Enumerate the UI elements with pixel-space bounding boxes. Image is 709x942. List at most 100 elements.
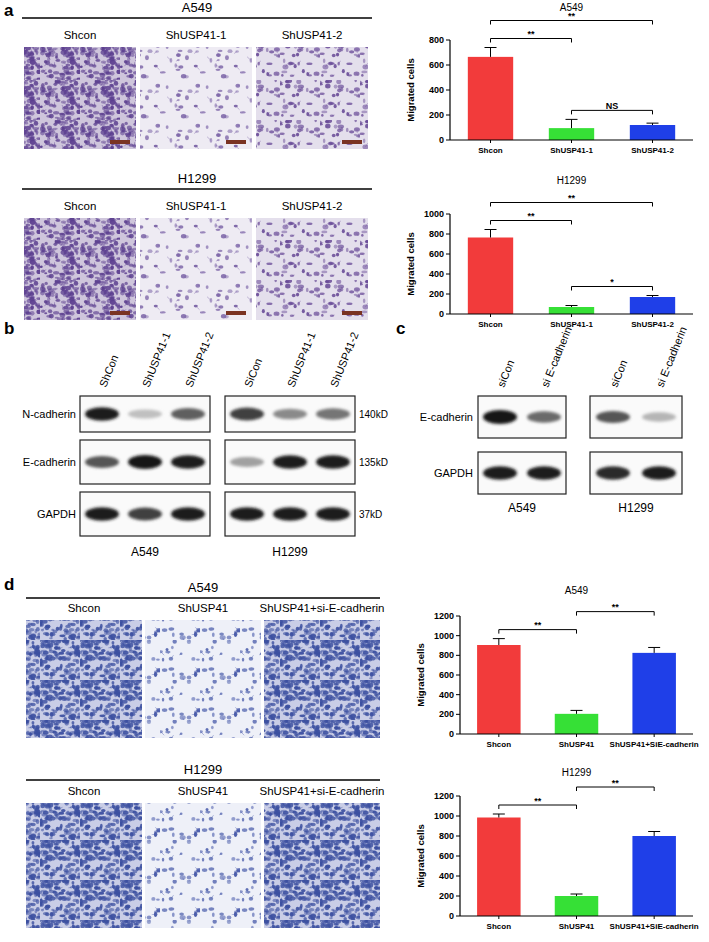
blot-band <box>527 411 561 423</box>
bracket-line <box>577 612 655 616</box>
x-tick <box>654 734 655 737</box>
blot-band <box>230 408 264 421</box>
axis-title: Migrated cells <box>405 58 416 121</box>
bar <box>468 238 513 315</box>
significance-label: ** <box>612 778 620 788</box>
blot-band <box>483 410 517 424</box>
image-label: ShUSP41-2 <box>282 200 343 212</box>
image-label: ShUSP41-1 <box>166 200 227 212</box>
chart-title: H1299 <box>557 175 587 186</box>
cell-line-label: H1299 <box>272 545 308 559</box>
significance-bracket: ** <box>491 11 653 25</box>
y-tick <box>446 234 450 235</box>
y-tick-label: 600 <box>439 851 454 861</box>
scale-bar <box>110 140 130 144</box>
scale-bar <box>110 311 130 315</box>
y-tick <box>456 714 460 715</box>
error-cap <box>571 894 583 895</box>
y-tick <box>446 140 450 141</box>
y-tick <box>446 274 450 275</box>
x-tick <box>498 916 499 919</box>
error-cap <box>493 814 505 815</box>
x-tick-label: Shcon <box>478 146 503 155</box>
error-cap <box>648 647 660 648</box>
lane-label: ShUSP41-1 <box>285 330 318 388</box>
micrograph <box>26 803 142 928</box>
blot-frame <box>80 440 210 484</box>
error-bar <box>485 230 497 238</box>
y-tick <box>456 694 460 695</box>
x-tick <box>490 140 491 143</box>
lane-label: ShUSP41-2 <box>328 330 361 388</box>
lane-label: siCon <box>608 358 630 389</box>
scale-bar <box>226 311 246 315</box>
lane-label: si E-cadherin <box>539 325 574 389</box>
significance-bracket: ** <box>577 602 655 616</box>
figure: aA549ShconShUSP41-1ShUSP41-2H1299ShconSh… <box>0 0 709 942</box>
y-tick <box>456 734 460 735</box>
significance-label: ** <box>534 620 542 630</box>
micrograph <box>140 218 252 320</box>
y-tick-label: 400 <box>429 85 444 95</box>
error-bar <box>566 119 578 128</box>
micrograph <box>264 803 380 928</box>
y-tick <box>456 616 460 617</box>
error-bar <box>648 647 660 652</box>
y-tick <box>446 115 450 116</box>
bar <box>555 896 598 916</box>
blot-frame <box>225 492 355 536</box>
blot-band <box>85 507 119 521</box>
significance-bracket: NS <box>572 101 653 115</box>
lane-label: ShUSP41-1 <box>140 330 173 388</box>
chart-title: A549 <box>565 585 589 596</box>
x-tick-label: ShUSP41+SiE-cadherin <box>610 922 699 931</box>
blot-frame <box>80 492 210 536</box>
image-label: ShUSP41-1 <box>166 29 227 41</box>
lane-label: siCon <box>495 358 517 389</box>
x-tick <box>571 314 572 317</box>
chart-title: H1299 <box>562 767 592 778</box>
error-stem <box>490 48 491 57</box>
y-tick-label: 400 <box>429 269 444 279</box>
group-title: A549 <box>188 580 218 595</box>
y-tick-label: 600 <box>429 60 444 70</box>
blot-band <box>483 466 517 480</box>
cell-line-label: A549 <box>131 545 159 559</box>
blot-frame <box>478 396 566 438</box>
scale-bar <box>342 140 362 144</box>
bar <box>632 836 675 916</box>
significance-bracket: ** <box>499 796 577 810</box>
y-tick-label: 800 <box>429 35 444 45</box>
plot-area <box>468 230 675 315</box>
y-tick-label: 800 <box>439 650 454 660</box>
error-bar <box>648 832 660 837</box>
bar <box>630 297 675 314</box>
y-tick <box>456 836 460 837</box>
significance-bracket: ** <box>499 620 577 634</box>
x-tick <box>498 734 499 737</box>
error-cap <box>647 295 659 296</box>
y-tick-label: 1000 <box>434 631 454 641</box>
significance-bracket: ** <box>491 193 653 207</box>
x-tick <box>571 140 572 143</box>
micrograph <box>256 47 368 149</box>
row-label: E-cadherin <box>420 411 473 423</box>
lane-label: SiCon <box>242 356 264 388</box>
x-tick-label: ShUSP41 <box>559 922 595 931</box>
bracket-line <box>491 21 653 25</box>
axis-title: Migrated cells <box>405 232 416 295</box>
blot-band <box>527 466 561 480</box>
error-cap <box>647 123 659 124</box>
error-cap <box>485 229 497 230</box>
blot-band <box>230 457 264 467</box>
blot-band <box>85 407 119 421</box>
row-label: N-cadherin <box>22 408 76 420</box>
y-tick <box>446 294 450 295</box>
blot-frame <box>225 440 355 484</box>
y-tick <box>456 796 460 797</box>
y-tick <box>446 254 450 255</box>
significance-bracket: ** <box>577 778 655 792</box>
y-tick-label: 400 <box>439 690 454 700</box>
error-cap <box>571 710 583 711</box>
y-tick <box>456 876 460 877</box>
